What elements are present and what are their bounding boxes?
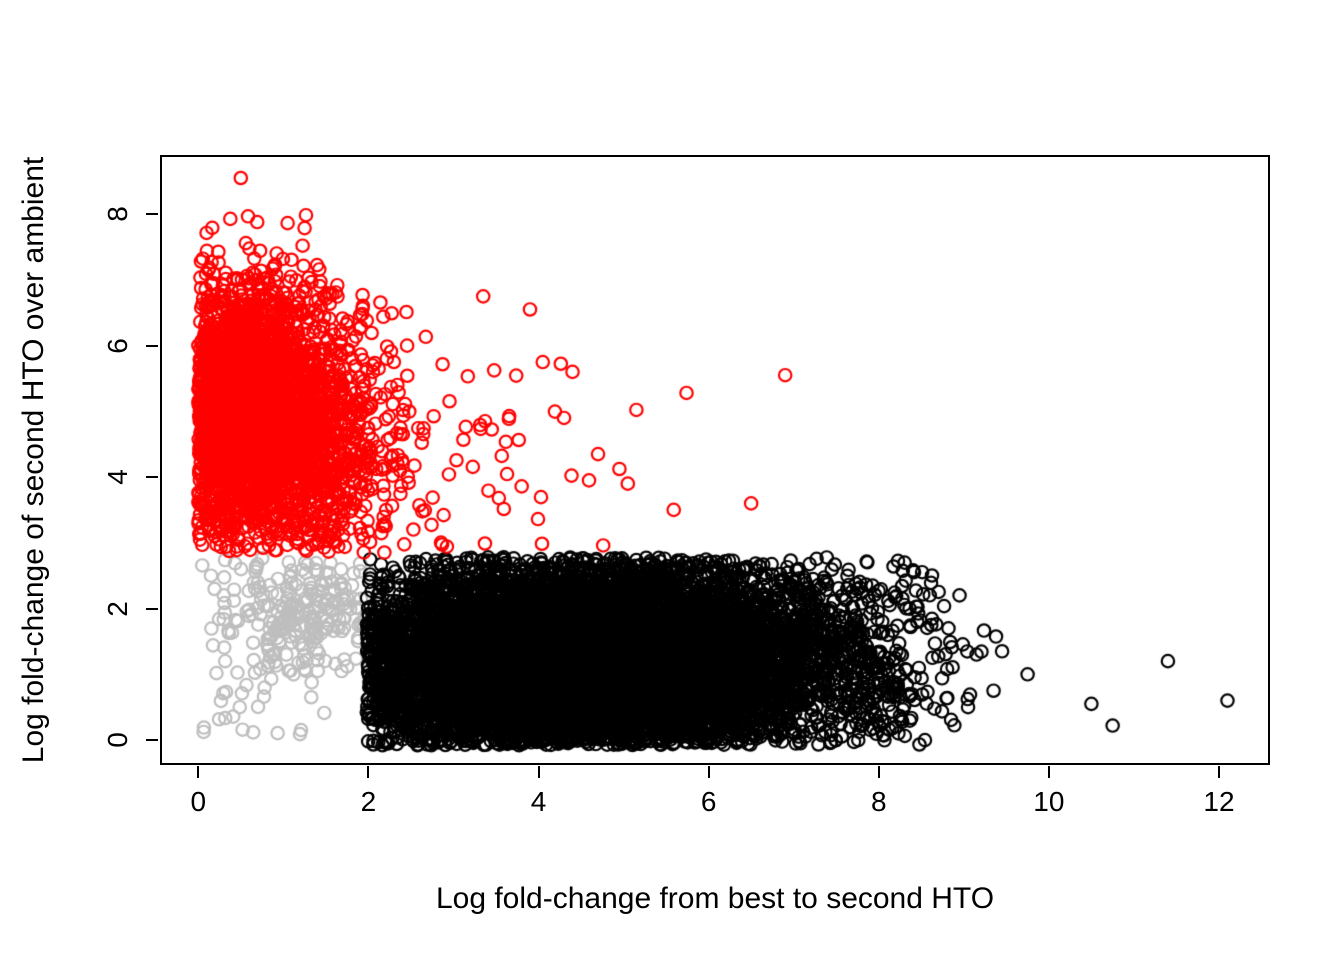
y-tick-label: 8 <box>102 206 133 222</box>
y-axis-title: Log fold-change of second HTO over ambie… <box>17 156 50 764</box>
y-tick-mark <box>146 476 158 479</box>
y-tick-label: 2 <box>102 600 133 617</box>
x-tick-label: 0 <box>190 786 207 817</box>
x-tick-mark <box>537 766 540 778</box>
x-tick-mark <box>707 766 710 778</box>
x-tick-mark <box>877 766 880 778</box>
y-tick-mark <box>146 739 158 742</box>
x-tick-mark <box>367 766 370 778</box>
y-tick-mark <box>146 344 158 347</box>
x-tick-label: 10 <box>1033 786 1065 817</box>
x-tick-label: 6 <box>700 786 717 817</box>
x-axis-title: Log fold-change from best to second HTO <box>435 882 995 915</box>
y-tick-mark <box>146 607 158 610</box>
x-tick-mark <box>1217 766 1220 778</box>
y-tick-mark <box>146 213 158 216</box>
x-tick-label: 2 <box>360 786 377 817</box>
y-tick-label: 4 <box>102 469 133 485</box>
scatter-points-canvas <box>160 155 1270 765</box>
x-tick-label: 8 <box>870 786 887 817</box>
x-tick-mark <box>197 766 200 778</box>
y-tick-label: 6 <box>102 337 133 354</box>
x-tick-label: 12 <box>1203 786 1235 817</box>
x-tick-mark <box>1047 766 1050 778</box>
x-tick-label: 4 <box>530 786 547 817</box>
y-tick-label: 0 <box>102 732 133 748</box>
